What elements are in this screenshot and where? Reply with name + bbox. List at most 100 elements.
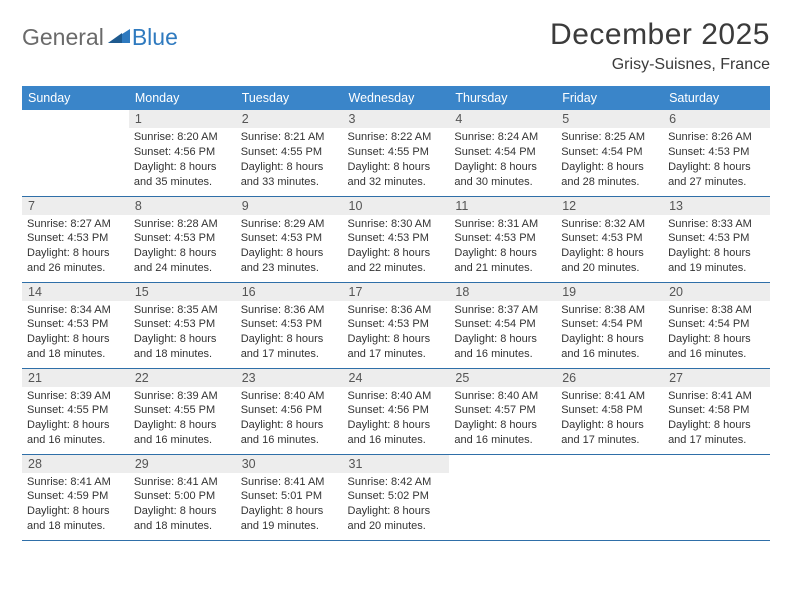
- day-detail-line: and 27 minutes.: [668, 175, 765, 190]
- day-detail-line: Daylight: 8 hours: [561, 418, 658, 433]
- day-detail-line: Sunset: 4:55 PM: [348, 145, 445, 160]
- day-detail-line: and 17 minutes.: [348, 347, 445, 362]
- day-detail-line: and 16 minutes.: [27, 433, 124, 448]
- calendar-cell: 24Sunrise: 8:40 AMSunset: 4:56 PMDayligh…: [343, 368, 450, 454]
- day-number: 14: [22, 283, 129, 301]
- day-detail-line: Sunset: 4:58 PM: [668, 403, 765, 418]
- weekday-row: SundayMondayTuesdayWednesdayThursdayFrid…: [22, 86, 770, 110]
- day-detail-line: Daylight: 8 hours: [668, 246, 765, 261]
- day-detail-line: Sunrise: 8:41 AM: [241, 475, 338, 490]
- location-label: Grisy-Suisnes, France: [550, 56, 770, 74]
- day-detail-line: Sunset: 4:53 PM: [668, 145, 765, 160]
- day-detail-line: Daylight: 8 hours: [348, 246, 445, 261]
- calendar-cell: 8Sunrise: 8:28 AMSunset: 4:53 PMDaylight…: [129, 196, 236, 282]
- day-detail-line: Sunset: 5:01 PM: [241, 489, 338, 504]
- day-number: 28: [22, 455, 129, 473]
- day-detail-line: Sunset: 4:53 PM: [241, 231, 338, 246]
- day-detail-line: Sunset: 4:53 PM: [27, 231, 124, 246]
- calendar-cell: [663, 454, 770, 540]
- day-number: 4: [449, 110, 556, 128]
- day-detail-line: Sunset: 4:53 PM: [134, 317, 231, 332]
- calendar-cell: 26Sunrise: 8:41 AMSunset: 4:58 PMDayligh…: [556, 368, 663, 454]
- day-detail-line: and 19 minutes.: [668, 261, 765, 276]
- day-number: 19: [556, 283, 663, 301]
- title-block: December 2025 Grisy-Suisnes, France: [550, 18, 770, 74]
- day-number: 12: [556, 197, 663, 215]
- calendar-cell: 19Sunrise: 8:38 AMSunset: 4:54 PMDayligh…: [556, 282, 663, 368]
- logo: General Blue: [22, 24, 178, 51]
- day-detail-line: Sunset: 4:55 PM: [241, 145, 338, 160]
- day-detail-line: Daylight: 8 hours: [134, 160, 231, 175]
- day-detail-line: Sunrise: 8:41 AM: [668, 389, 765, 404]
- day-number: 23: [236, 369, 343, 387]
- calendar-cell: [556, 454, 663, 540]
- day-detail-line: Daylight: 8 hours: [561, 332, 658, 347]
- day-details: Sunrise: 8:40 AMSunset: 4:56 PMDaylight:…: [343, 387, 450, 452]
- day-detail-line: and 19 minutes.: [241, 519, 338, 534]
- day-details: Sunrise: 8:38 AMSunset: 4:54 PMDaylight:…: [663, 301, 770, 366]
- day-details: Sunrise: 8:39 AMSunset: 4:55 PMDaylight:…: [22, 387, 129, 452]
- day-number: 1: [129, 110, 236, 128]
- day-detail-line: Daylight: 8 hours: [454, 418, 551, 433]
- calendar-cell: 1Sunrise: 8:20 AMSunset: 4:56 PMDaylight…: [129, 110, 236, 196]
- calendar-cell: 5Sunrise: 8:25 AMSunset: 4:54 PMDaylight…: [556, 110, 663, 196]
- day-detail-line: Sunrise: 8:34 AM: [27, 303, 124, 318]
- day-detail-line: and 22 minutes.: [348, 261, 445, 276]
- day-detail-line: Daylight: 8 hours: [241, 418, 338, 433]
- day-detail-line: and 16 minutes.: [668, 347, 765, 362]
- calendar-week-row: 21Sunrise: 8:39 AMSunset: 4:55 PMDayligh…: [22, 368, 770, 454]
- day-detail-line: Daylight: 8 hours: [668, 332, 765, 347]
- day-number: 26: [556, 369, 663, 387]
- day-detail-line: Sunrise: 8:38 AM: [561, 303, 658, 318]
- day-details: Sunrise: 8:28 AMSunset: 4:53 PMDaylight:…: [129, 215, 236, 280]
- day-details: Sunrise: 8:27 AMSunset: 4:53 PMDaylight:…: [22, 215, 129, 280]
- day-detail-line: Sunrise: 8:21 AM: [241, 130, 338, 145]
- day-detail-line: Daylight: 8 hours: [348, 332, 445, 347]
- calendar-cell: 18Sunrise: 8:37 AMSunset: 4:54 PMDayligh…: [449, 282, 556, 368]
- day-detail-line: Sunset: 4:53 PM: [668, 231, 765, 246]
- day-details: Sunrise: 8:31 AMSunset: 4:53 PMDaylight:…: [449, 215, 556, 280]
- day-details: Sunrise: 8:41 AMSunset: 5:00 PMDaylight:…: [129, 473, 236, 538]
- calendar-cell: 17Sunrise: 8:36 AMSunset: 4:53 PMDayligh…: [343, 282, 450, 368]
- day-detail-line: and 18 minutes.: [27, 347, 124, 362]
- day-details: Sunrise: 8:39 AMSunset: 4:55 PMDaylight:…: [129, 387, 236, 452]
- day-number: 10: [343, 197, 450, 215]
- day-number: 7: [22, 197, 129, 215]
- day-detail-line: Sunrise: 8:32 AM: [561, 217, 658, 232]
- day-number: 5: [556, 110, 663, 128]
- weekday-header: Sunday: [22, 86, 129, 110]
- day-detail-line: Sunset: 4:53 PM: [134, 231, 231, 246]
- day-detail-line: Daylight: 8 hours: [348, 160, 445, 175]
- day-detail-line: Sunrise: 8:25 AM: [561, 130, 658, 145]
- calendar-cell: 11Sunrise: 8:31 AMSunset: 4:53 PMDayligh…: [449, 196, 556, 282]
- day-number: 29: [129, 455, 236, 473]
- day-details: Sunrise: 8:24 AMSunset: 4:54 PMDaylight:…: [449, 128, 556, 193]
- day-number: 3: [343, 110, 450, 128]
- day-detail-line: Daylight: 8 hours: [668, 418, 765, 433]
- day-detail-line: Sunrise: 8:29 AM: [241, 217, 338, 232]
- day-details: Sunrise: 8:41 AMSunset: 4:58 PMDaylight:…: [663, 387, 770, 452]
- day-details: Sunrise: 8:37 AMSunset: 4:54 PMDaylight:…: [449, 301, 556, 366]
- day-details: Sunrise: 8:22 AMSunset: 4:55 PMDaylight:…: [343, 128, 450, 193]
- day-detail-line: and 26 minutes.: [27, 261, 124, 276]
- weekday-header: Wednesday: [343, 86, 450, 110]
- logo-triangle-icon: [108, 25, 130, 48]
- calendar-cell: 16Sunrise: 8:36 AMSunset: 4:53 PMDayligh…: [236, 282, 343, 368]
- day-detail-line: and 17 minutes.: [241, 347, 338, 362]
- calendar-cell: 23Sunrise: 8:40 AMSunset: 4:56 PMDayligh…: [236, 368, 343, 454]
- day-detail-line: Daylight: 8 hours: [561, 160, 658, 175]
- day-number: 25: [449, 369, 556, 387]
- day-detail-line: Daylight: 8 hours: [27, 332, 124, 347]
- day-detail-line: and 35 minutes.: [134, 175, 231, 190]
- calendar-cell: 20Sunrise: 8:38 AMSunset: 4:54 PMDayligh…: [663, 282, 770, 368]
- calendar-cell: 7Sunrise: 8:27 AMSunset: 4:53 PMDaylight…: [22, 196, 129, 282]
- day-detail-line: and 16 minutes.: [454, 433, 551, 448]
- day-details: Sunrise: 8:40 AMSunset: 4:56 PMDaylight:…: [236, 387, 343, 452]
- day-detail-line: Sunset: 4:59 PM: [27, 489, 124, 504]
- day-detail-line: Sunrise: 8:31 AM: [454, 217, 551, 232]
- day-detail-line: Sunrise: 8:28 AM: [134, 217, 231, 232]
- day-detail-line: Sunrise: 8:40 AM: [241, 389, 338, 404]
- day-detail-line: Daylight: 8 hours: [561, 246, 658, 261]
- day-detail-line: Daylight: 8 hours: [134, 246, 231, 261]
- calendar-cell: 3Sunrise: 8:22 AMSunset: 4:55 PMDaylight…: [343, 110, 450, 196]
